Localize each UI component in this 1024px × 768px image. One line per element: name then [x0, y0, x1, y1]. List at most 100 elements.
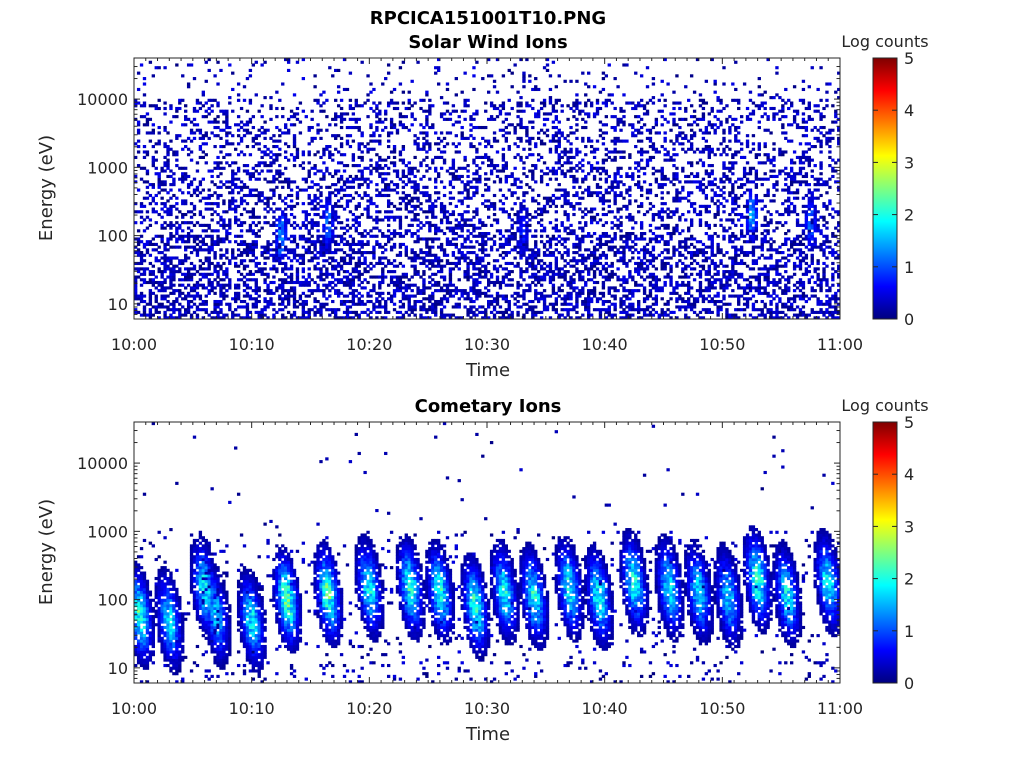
- spectrogram-cell: [813, 196, 817, 200]
- spectrogram-cell: [172, 289, 176, 293]
- spectrogram-cell: [281, 248, 285, 252]
- spectrogram-cell: [763, 237, 767, 241]
- spectrogram-cell: [587, 188, 591, 192]
- spectrogram-cell: [142, 299, 147, 304]
- spectrogram-cell: [281, 180, 285, 184]
- spectrogram-cell: [145, 251, 150, 255]
- spectrogram-cell: [513, 232, 517, 236]
- spectrogram-cell: [525, 310, 529, 314]
- spectrogram-cell: [160, 272, 164, 276]
- spectrogram-cell: [701, 242, 706, 246]
- spectrogram-cell: [601, 223, 606, 227]
- spectrogram-cell: [139, 202, 144, 206]
- spectrogram-cell: [157, 183, 161, 187]
- spectrogram-cell: [354, 204, 358, 208]
- spectrogram-cell: [801, 310, 806, 314]
- spectrogram-cell: [381, 270, 385, 274]
- spectrogram-cell: [589, 278, 594, 282]
- spectrogram-cell: [401, 272, 406, 276]
- spectrogram-cell: [763, 305, 767, 309]
- spectrogram-cell: [148, 270, 153, 274]
- spectrogram-cell: [428, 221, 432, 225]
- spectrogram-cell: [225, 289, 229, 293]
- spectrogram-cell: [325, 232, 329, 236]
- spectrogram-cell: [222, 223, 226, 227]
- spectrogram-cell: [510, 261, 514, 266]
- spectrogram-cell: [589, 261, 594, 266]
- spectrogram-cell: [772, 297, 776, 301]
- spectrogram-cell: [475, 212, 479, 217]
- spectrogram-cell: [254, 299, 258, 304]
- spectrogram-cell: [589, 193, 594, 198]
- spectrogram-cell: [607, 299, 611, 304]
- spectrogram-cell: [154, 248, 158, 252]
- spectrogram-cell: [472, 310, 476, 314]
- spectrogram-cell: [242, 259, 247, 263]
- spectrogram-cell: [286, 185, 291, 189]
- spectrogram-cell: [451, 237, 456, 241]
- spectrogram-cell: [778, 259, 782, 263]
- spectrogram-cell: [316, 229, 320, 233]
- spectrogram-cell: [572, 245, 576, 249]
- spectrogram-cell: [784, 302, 788, 306]
- spectrogram-cell: [657, 234, 661, 238]
- spectrogram-cell: [257, 215, 261, 219]
- spectrogram-cell: [742, 291, 747, 295]
- spectrogram-cell: [622, 278, 626, 282]
- spectrogram-cell: [392, 308, 397, 312]
- spectrogram-cell: [322, 240, 326, 244]
- spectrogram-cell: [687, 264, 691, 268]
- spectrogram-cell: [369, 299, 373, 304]
- spectrogram-cell: [651, 248, 656, 252]
- spectrogram-cell: [745, 251, 750, 255]
- spectrogram-cell: [675, 248, 679, 252]
- spectrogram-cell: [537, 193, 541, 198]
- spectrogram-cell: [663, 242, 667, 246]
- spectrogram-cell: [695, 297, 700, 301]
- spectrogram-cell: [751, 232, 756, 236]
- spectrogram-cell: [354, 261, 358, 266]
- spectrogram-cell: [204, 272, 208, 276]
- spectrogram-cell: [160, 297, 164, 301]
- spectrogram-cell: [660, 215, 664, 219]
- spectrogram-cell: [269, 180, 273, 184]
- spectrogram-cell: [628, 297, 632, 301]
- spectrogram-cell: [222, 291, 226, 295]
- spectrogram-cell: [837, 221, 840, 225]
- spectrogram-cell: [563, 212, 567, 217]
- spectrogram-cell: [754, 259, 759, 263]
- spectrogram-cell: [166, 294, 170, 298]
- spectrogram-cell: [601, 193, 606, 198]
- spectrogram-cell: [487, 294, 491, 298]
- spectrogram-cell: [189, 210, 194, 214]
- spectrogram-cell: [825, 221, 829, 225]
- spectrogram-cell: [201, 188, 205, 192]
- spectrogram-cell: [434, 259, 438, 263]
- spectrogram-cell: [510, 316, 514, 319]
- spectrogram-cell: [431, 291, 435, 295]
- spectrogram-cell: [642, 251, 647, 255]
- spectrogram-cell: [336, 289, 341, 293]
- spectrogram-cell: [651, 313, 656, 317]
- spectrogram-cell: [148, 280, 153, 285]
- spectrogram-cell: [313, 242, 317, 246]
- spectrogram-cell: [316, 275, 320, 279]
- spectrogram-cell: [725, 199, 729, 203]
- spectrogram-cell: [322, 245, 326, 249]
- spectrogram-cell: [248, 294, 253, 298]
- spectrogram-cell: [301, 316, 306, 319]
- spectrogram-cell: [410, 196, 414, 200]
- spectrogram-cell: [366, 207, 370, 211]
- spectrogram-cell: [654, 212, 659, 217]
- spectrogram-cell: [178, 210, 182, 214]
- spectrogram-cell: [278, 256, 282, 260]
- spectrogram-cell: [454, 245, 458, 249]
- spectrogram-cell: [178, 308, 182, 312]
- spectrogram-cell: [813, 316, 817, 319]
- spectrogram-cell: [634, 267, 638, 271]
- spectrogram-cell: [737, 275, 741, 279]
- spectrogram-cell: [760, 308, 764, 312]
- spectrogram-cell: [734, 234, 738, 238]
- spectrogram-cell: [501, 256, 506, 260]
- spectrogram-cell: [687, 291, 691, 295]
